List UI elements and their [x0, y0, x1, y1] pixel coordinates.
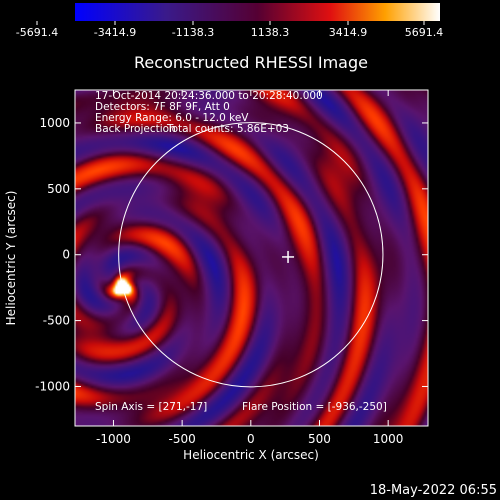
chart-title: Reconstructed RHESSI Image — [134, 53, 368, 72]
info-line-counts: Total counts: 5.86E+03 — [166, 123, 289, 135]
info-line-method: Back Projection — [95, 123, 176, 135]
y-tick-label: -1000 — [35, 379, 70, 393]
info-line-detectors: Detectors: 7F 8F 9F, Att 0 — [95, 101, 230, 113]
x-tick-label: 0 — [247, 432, 255, 446]
y-axis-ticks: -1000 -500 0 500 1000 — [35, 116, 428, 393]
x-tick-label: 1000 — [373, 432, 404, 446]
colorbar-ticks: -5691.4 -3414.9 -1138.3 1138.3 3414.9 5691.4 — [16, 21, 443, 39]
flare-position-label: Flare Position = [-936,-250] — [242, 401, 387, 413]
info-line-time: 17-Oct-2014 20:24:36.000 to 20:28:40.000 — [95, 90, 323, 102]
colorbar — [75, 3, 440, 21]
spin-axis-label: Spin Axis = [271,-17] — [95, 401, 207, 413]
y-tick-label: -500 — [43, 314, 70, 328]
colorbar-tick-label: 5691.4 — [405, 26, 444, 39]
y-tick-label: 0 — [62, 248, 70, 262]
y-tick-label: 1000 — [39, 116, 70, 130]
x-tick-label: 500 — [308, 432, 331, 446]
info-block: 17-Oct-2014 20:24:36.000 to 20:28:40.000… — [95, 90, 323, 135]
y-tick-label: 500 — [47, 182, 70, 196]
info-line-energy: Energy Range: 6.0 - 12.0 keV — [95, 112, 249, 124]
timestamp: 18-May-2022 06:55 — [370, 483, 497, 498]
colorbar-tick-label: 1138.3 — [251, 26, 290, 39]
plot-frame — [74, 89, 429, 427]
heatmap-image — [75, 90, 428, 426]
y-axis-label: Heliocentric Y (arcsec) — [4, 191, 18, 326]
x-tick-label: -1000 — [96, 432, 131, 446]
source-cross-marker — [282, 250, 295, 263]
x-axis-ticks: -1000 -500 0 500 1000 — [96, 90, 403, 446]
colorbar-tick-label: -3414.9 — [94, 26, 136, 39]
x-axis-label: Heliocentric X (arcsec) — [183, 448, 319, 462]
x-tick-label: -500 — [169, 432, 196, 446]
colorbar-tick-label: 3414.9 — [329, 26, 368, 39]
solar-limb-circle — [118, 122, 384, 388]
colorbar-tick-label: -5691.4 — [16, 26, 58, 39]
colorbar-tick-label: -1138.3 — [172, 26, 214, 39]
